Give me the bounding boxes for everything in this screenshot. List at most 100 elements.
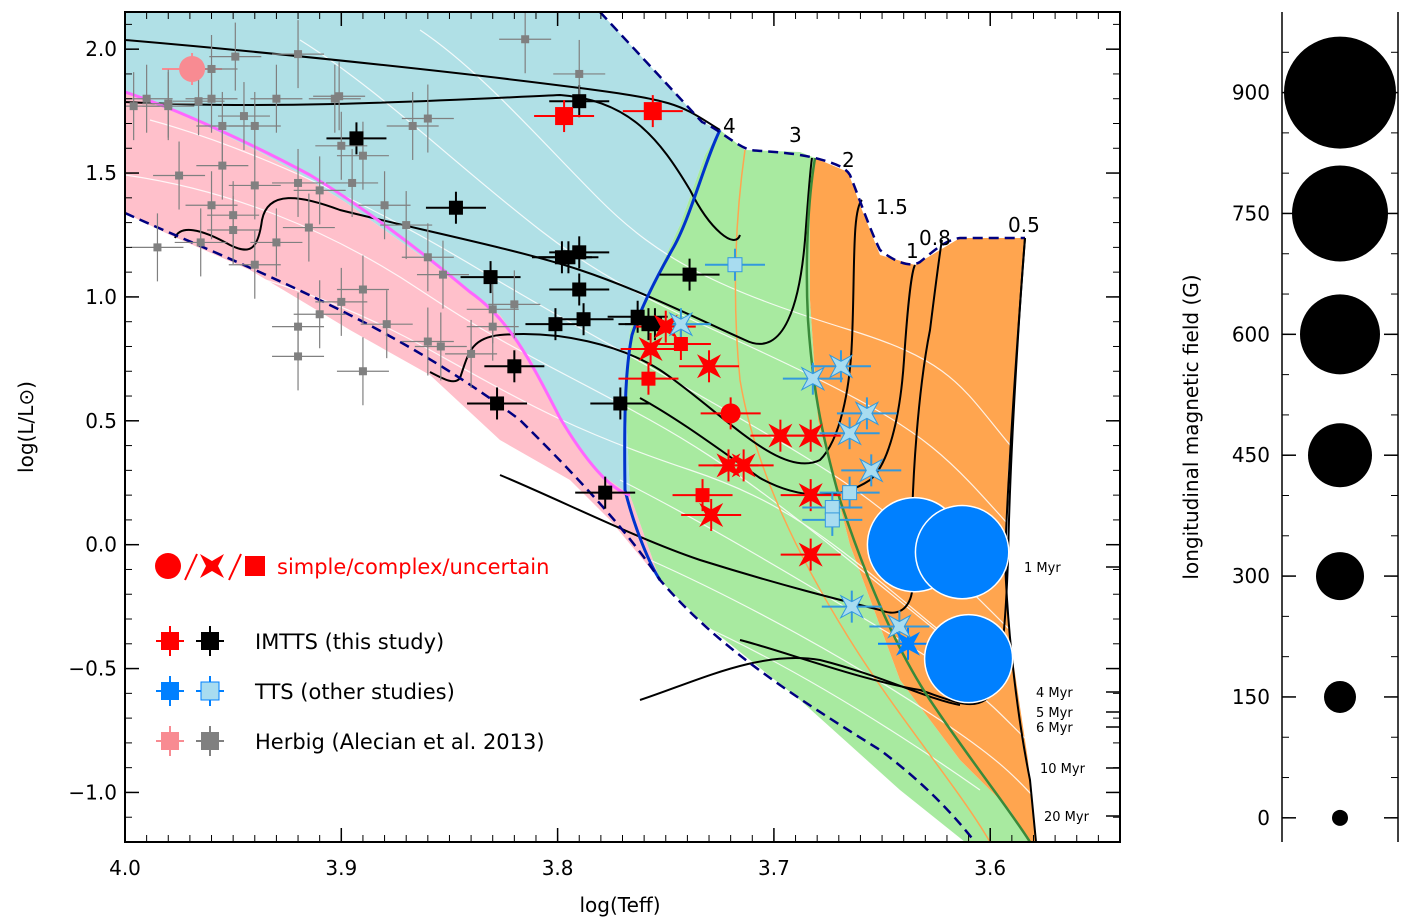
data-point-star (731, 453, 756, 478)
legend-symbol-key: simple/complex/uncertain (155, 553, 549, 581)
scale-tick-label: 300 (1232, 564, 1270, 588)
isochrone-label-1myr: 1 Myr (1024, 561, 1061, 576)
data-point-square (337, 141, 346, 150)
data-point-circle-large (914, 504, 1010, 600)
birthline (623, 129, 722, 581)
data-point-square (682, 267, 697, 282)
data-point-square (673, 337, 688, 351)
data-point-square (490, 396, 505, 411)
data-point-square (142, 94, 151, 103)
y-tick-label: 2.0 (85, 37, 117, 61)
data-point-square (218, 121, 227, 130)
data-point-square (842, 485, 858, 501)
data-point-square (402, 221, 411, 230)
data-markers (129, 35, 1014, 704)
data-point-star (854, 401, 880, 426)
data-point-square (438, 270, 447, 279)
scale-tick-label: 750 (1232, 201, 1270, 225)
data-point-star (697, 354, 722, 379)
data-point-square (423, 253, 432, 262)
data-point-square (337, 297, 346, 306)
data-point-square (358, 367, 367, 376)
data-point-square (218, 161, 227, 170)
data-point-square (483, 270, 498, 285)
data-point-star (798, 542, 823, 567)
data-point-square (448, 200, 463, 215)
data-point-star (896, 631, 921, 656)
y-tick-label: 1.5 (85, 161, 117, 185)
data-point-square (335, 92, 344, 101)
data-point-square (510, 300, 519, 309)
legend-entry-herbig: Herbig (Alecian et al. 2013) (156, 726, 545, 756)
scale-tick-label: 600 (1232, 322, 1270, 346)
data-point-square (436, 342, 445, 351)
scale-reference-circle (1332, 809, 1348, 826)
data-point-star (839, 594, 865, 619)
data-point-square (467, 349, 476, 358)
data-point-square (272, 94, 281, 103)
data-point-star (699, 502, 724, 527)
scale-reference-circle (1292, 165, 1388, 262)
data-point-star (798, 423, 823, 448)
y-tick-label: 1.0 (85, 285, 117, 309)
scale-tick-label: 0 (1257, 806, 1270, 830)
scale-tick-label: 900 (1232, 81, 1270, 105)
data-point-square (380, 201, 389, 210)
axis-ticks: 4.0 3.9 3.8 3.7 3.6 2.0 1.5 1.0 0.5 0.0 −0.5 −1.0 (68, 12, 1120, 880)
data-point-square (272, 238, 281, 247)
data-point-square (643, 102, 662, 121)
scale-reference-circle (1324, 680, 1356, 713)
data-point-square (129, 102, 138, 111)
data-point-square (630, 309, 645, 324)
legend-label-tts: TTS (other studies) (254, 680, 455, 704)
data-point-star (858, 458, 884, 483)
data-point-square (250, 121, 259, 130)
data-point-square (348, 178, 357, 187)
data-point-star (768, 423, 793, 448)
data-point-square (575, 69, 584, 78)
data-point-square (239, 112, 248, 121)
mass-label-1-5: 1.5 (876, 195, 908, 219)
data-point-square (315, 310, 324, 319)
data-point-star (828, 354, 854, 379)
legend-label-herbig: Herbig (Alecian et al. 2013) (255, 730, 545, 754)
y-axis-title: log(L/L⊙) (14, 381, 38, 473)
scale-axis-title: longitudinal magnetic field (G) (1179, 274, 1203, 579)
mass-label-0-5: 0.5 (1008, 213, 1040, 237)
data-point-square (207, 64, 216, 73)
y-tick-label: −1.0 (68, 780, 117, 804)
data-point-square (507, 359, 522, 374)
data-point-square (175, 171, 184, 180)
data-point-square (695, 488, 710, 503)
data-point-square (572, 282, 587, 297)
mass-label-4: 4 (723, 114, 736, 138)
convective-region-fill (625, 130, 1030, 842)
data-point-square (231, 52, 240, 61)
x-tick-label: 3.7 (758, 856, 790, 880)
data-point-square (207, 94, 216, 103)
data-point-square (613, 396, 628, 411)
data-point-square (294, 352, 303, 361)
data-point-square (294, 178, 303, 187)
data-point-square (576, 312, 591, 327)
data-point-square (382, 320, 391, 329)
isochrone-labels: 1 Myr 4 Myr 5 Myr 6 Myr 10 Myr 20 Myr (1024, 561, 1090, 825)
data-point-star (800, 366, 826, 391)
data-point-square (330, 94, 339, 103)
data-point-square (194, 97, 203, 106)
mass-label-0-8: 0.8 (919, 226, 951, 250)
evolutionary-tracks-mass (125, 39, 1026, 706)
legend-entry-imtts: IMTTS (this study) (156, 626, 444, 656)
data-point-square (358, 151, 367, 160)
x-axis-title: log(Teff) (580, 893, 661, 917)
scale-reference-circle (1300, 294, 1380, 375)
data-point-circle (720, 403, 741, 424)
isochrone-tick-marks (1106, 566, 1120, 817)
data-point-square (250, 181, 259, 190)
evolutionary-tracks-light (125, 29, 1061, 821)
x-tick-label: 3.9 (325, 856, 357, 880)
data-point-circle-large (923, 613, 1014, 704)
scale-reference-circle (1308, 423, 1372, 488)
mass-label-3: 3 (789, 123, 802, 147)
